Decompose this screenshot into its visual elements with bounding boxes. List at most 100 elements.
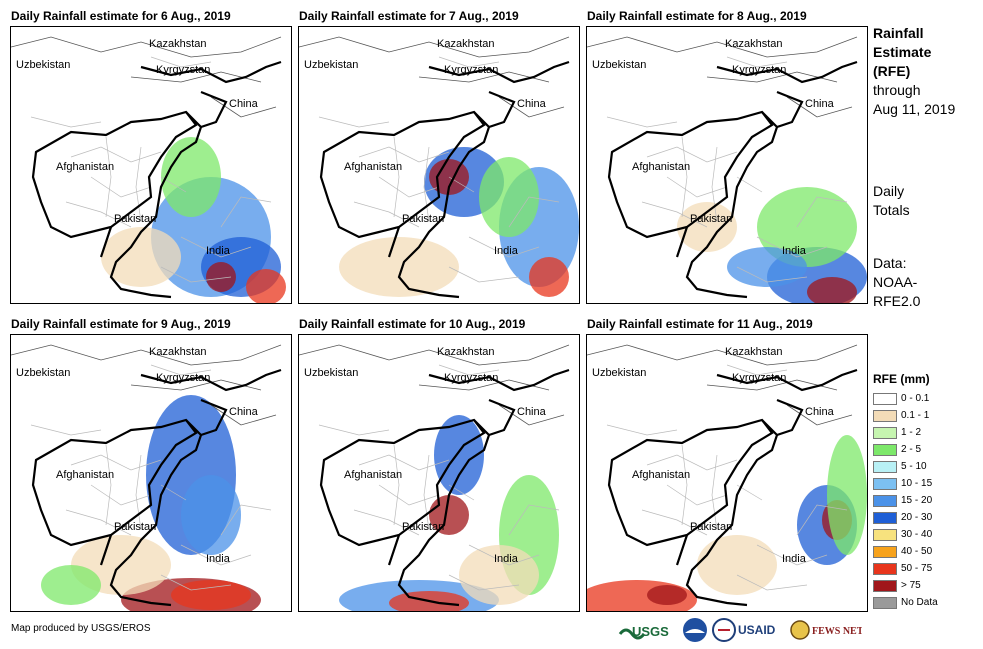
usgs-wordmark: USGS (632, 624, 669, 639)
legend-item: 10 - 15 (873, 475, 938, 492)
panel-title: Daily Rainfall estimate for 6 Aug., 2019 (11, 9, 231, 23)
legend-item: 30 - 40 (873, 526, 938, 543)
label-kazakhstan: Kazakhstan (437, 346, 494, 358)
afghanistan-pakistan-outline (31, 368, 282, 607)
side-daily: Daily Totals (873, 182, 910, 220)
rainfall-map: Kazakhstan Uzbekistan Kyrgyzstan China A… (298, 334, 580, 612)
rainfall-cell (757, 187, 857, 267)
afghanistan-pakistan-outline (607, 60, 858, 299)
panel-title: Daily Rainfall estimate for 11 Aug., 201… (587, 317, 813, 331)
map-graphic: Kazakhstan Uzbekistan Kyrgyzstan China A… (11, 344, 282, 611)
country-borders (587, 344, 858, 426)
side-data: Data: NOAA- RFE2.0 (873, 254, 920, 311)
rainfall-cell (101, 227, 181, 287)
label-kyrgyzstan: Kyrgyzstan (156, 372, 210, 384)
noaa-seal-icon (683, 618, 707, 642)
map-graphic: Kazakhstan Uzbekistan Kyrgyzstan China A… (299, 344, 570, 611)
rainfall-map: Kazakhstan Uzbekistan Kyrgyzstan China A… (10, 26, 292, 304)
fewsnet-wordmark: FEWS NET (812, 626, 862, 637)
label-india: India (494, 553, 519, 565)
afghanistan-pakistan-outline (319, 60, 570, 299)
label-kyrgyzstan: Kyrgyzstan (444, 372, 498, 384)
legend-label: 30 - 40 (901, 529, 933, 540)
rainfall-cell (246, 269, 286, 303)
label-india: India (494, 245, 519, 257)
rainfall-map: Kazakhstan Uzbekistan Kyrgyzstan China A… (586, 26, 868, 304)
label-kazakhstan: Kazakhstan (437, 38, 494, 50)
usaid-logo: USAID (712, 616, 788, 644)
legend-label: > 75 (901, 580, 921, 591)
fewsnet-logo: FEWS NET (790, 616, 862, 644)
fewsnet-globe-icon: FEWS NET (790, 620, 862, 640)
legend-swatch (873, 460, 897, 473)
side-title-line: (RFE) (873, 63, 911, 79)
label-china: China (517, 98, 547, 110)
country-borders (299, 36, 570, 118)
legend-item: 15 - 20 (873, 492, 938, 509)
label-kazakhstan: Kazakhstan (725, 346, 782, 358)
legend-item: 50 - 75 (873, 560, 938, 577)
label-pakistan: Pakistan (114, 521, 156, 533)
rainfall-overlay (41, 395, 261, 611)
legend-label: 15 - 20 (901, 495, 933, 506)
label-uzbekistan: Uzbekistan (16, 367, 70, 379)
legend-swatch (873, 545, 897, 558)
legend-swatch (873, 392, 897, 405)
panel-title: Daily Rainfall estimate for 10 Aug., 201… (299, 317, 526, 331)
rainfall-cell (479, 157, 539, 237)
label-uzbekistan: Uzbekistan (16, 59, 70, 71)
label-afghanistan: Afghanistan (56, 469, 114, 481)
province-lines (30, 364, 272, 591)
legend-swatch (873, 477, 897, 490)
label-pakistan: Pakistan (690, 213, 732, 225)
side-title-line: Estimate (873, 44, 932, 60)
afghanistan-pakistan-outline (319, 368, 570, 607)
label-china: China (229, 98, 259, 110)
afghanistan-pakistan-outline (607, 368, 858, 607)
side-daily-line: Daily (873, 183, 905, 199)
legend-swatch (873, 562, 897, 575)
label-kazakhstan: Kazakhstan (725, 38, 782, 50)
noaa-logo (682, 616, 708, 644)
label-uzbekistan: Uzbekistan (304, 59, 358, 71)
legend-item: 40 - 50 (873, 543, 938, 560)
label-kazakhstan: Kazakhstan (149, 38, 206, 50)
rainfall-overlay (101, 137, 286, 303)
legend-swatch (873, 426, 897, 439)
rainfall-map: Kazakhstan Uzbekistan Kyrgyzstan China A… (10, 334, 292, 612)
rainfall-cell (529, 257, 569, 297)
afghanistan-pakistan-outline (31, 60, 282, 299)
label-india: India (782, 245, 807, 257)
country-borders (11, 344, 282, 426)
rainfall-cell (161, 137, 221, 217)
legend-swatch (873, 596, 897, 609)
legend-item: 1 - 2 (873, 424, 938, 441)
panel-title: Daily Rainfall estimate for 8 Aug., 2019 (587, 9, 807, 23)
panel-title: Daily Rainfall estimate for 7 Aug., 2019 (299, 9, 519, 23)
legend-label: 0 - 0.1 (901, 393, 930, 404)
legend-label: 0.1 - 1 (901, 410, 930, 421)
label-china: China (229, 406, 259, 418)
label-pakistan: Pakistan (690, 521, 732, 533)
label-kyrgyzstan: Kyrgyzstan (156, 64, 210, 76)
label-india: India (206, 553, 231, 565)
label-pakistan: Pakistan (402, 213, 444, 225)
map-graphic: Kazakhstan Uzbekistan Kyrgyzstan China A… (587, 344, 867, 611)
side-data-line: NOAA- (873, 274, 918, 290)
country-borders (11, 36, 282, 118)
rainfall-cell (181, 475, 241, 555)
usgs-logo: USGS (618, 616, 678, 644)
label-afghanistan: Afghanistan (632, 161, 690, 173)
rainfall-cell (41, 565, 101, 605)
side-daily-line: Totals (873, 202, 910, 218)
rainfall-cell (434, 415, 484, 495)
label-china: China (517, 406, 547, 418)
label-afghanistan: Afghanistan (56, 161, 114, 173)
label-uzbekistan: Uzbekistan (592, 59, 646, 71)
rainfall-overlay (339, 415, 559, 611)
rainfall-map: Kazakhstan Uzbekistan Kyrgyzstan China A… (298, 26, 580, 304)
rainfall-cell (171, 580, 251, 610)
legend-swatch (873, 579, 897, 592)
legend-label: 10 - 15 (901, 478, 933, 489)
panel-title: Daily Rainfall estimate for 9 Aug., 2019 (11, 317, 231, 331)
